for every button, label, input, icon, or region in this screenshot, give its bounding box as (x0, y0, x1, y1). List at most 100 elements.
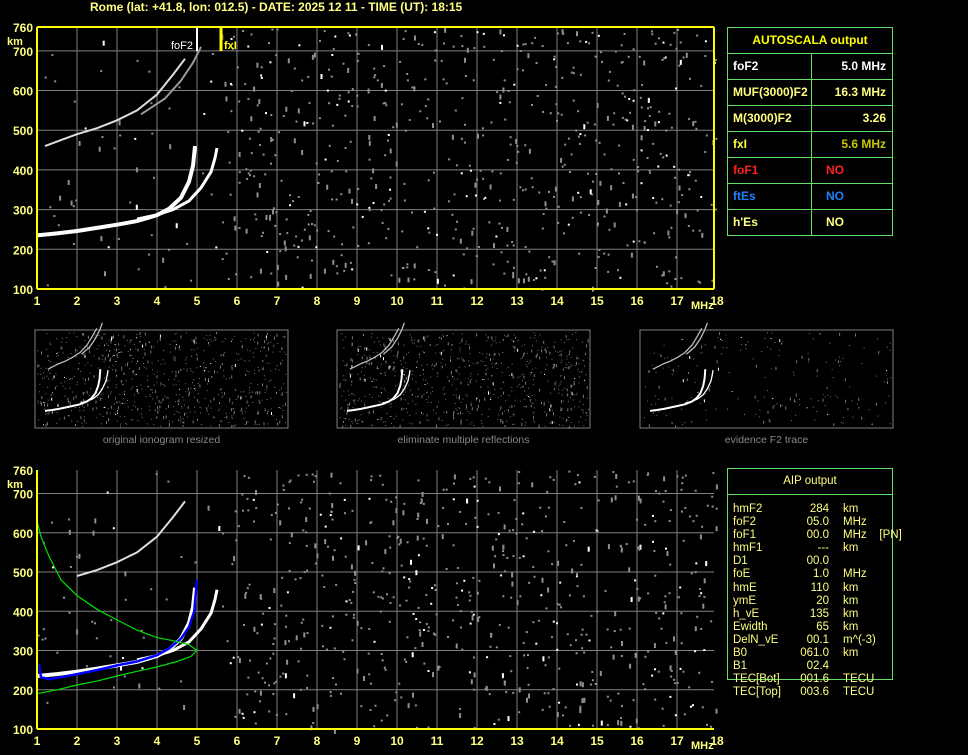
thumbnail-noise (528, 362, 530, 364)
thumbnail-noise (795, 414, 797, 416)
thumbnail-noise (160, 363, 162, 365)
noise-dot (576, 31, 578, 37)
noise-dot (276, 503, 279, 506)
noise-dot (434, 589, 437, 591)
thumbnail-noise (247, 421, 249, 423)
thumbnail-noise (491, 375, 493, 377)
thumbnail-noise (74, 407, 76, 408)
noise-dot (687, 174, 690, 177)
noise-dot (260, 74, 263, 77)
thumbnail-noise (548, 401, 549, 403)
thumbnail-noise (871, 423, 873, 425)
thumbnail-noise (525, 381, 527, 385)
noise-dot (669, 204, 672, 207)
thumbnail-noise (233, 410, 235, 414)
noise-dot (502, 544, 505, 550)
thumbnail-noise (550, 404, 552, 408)
thumbnail-noise (476, 362, 478, 363)
thumbnail-noise (780, 404, 781, 408)
thumbnail-noise (235, 388, 236, 390)
noise-dot (94, 518, 97, 524)
thumbnail-noise (114, 403, 116, 405)
thumbnail-noise (446, 335, 448, 337)
noise-dot (381, 44, 383, 50)
thumbnail-noise (168, 379, 170, 381)
thumbnail-noise (175, 356, 177, 358)
noise-dot (141, 667, 144, 670)
thumbnail-noise (382, 337, 384, 339)
thumbnail-noise (164, 385, 166, 387)
thumbnail-noise (799, 404, 801, 406)
thumbnail-noise (215, 361, 217, 362)
thumbnail-noise (351, 381, 353, 383)
noise-dot (265, 215, 268, 220)
noise-dot (530, 177, 533, 180)
noise-dot (250, 33, 253, 36)
aip-u: m^(-3) (843, 633, 876, 646)
thumbnail-noise (196, 398, 198, 402)
noise-dot (483, 198, 485, 200)
x-tick-label: 3 (114, 734, 121, 748)
x-tick-label: 2 (74, 294, 81, 308)
noise-dot (230, 38, 233, 40)
thumbnail-noise (512, 375, 514, 379)
thumbnail-noise (120, 379, 122, 383)
noise-dot (331, 503, 334, 508)
thumbnail-noise (280, 407, 282, 409)
thumbnail-noise (559, 424, 561, 426)
thumbnail-noise (501, 419, 503, 421)
noise-dot (258, 99, 261, 105)
noise-dot (282, 672, 285, 675)
thumbnail-noise (73, 396, 75, 400)
thumbnail-noise (174, 333, 176, 335)
noise-dot (553, 55, 556, 58)
thumbnail-noise (194, 396, 196, 398)
noise-dot (369, 709, 372, 711)
thumbnail-noise (793, 371, 794, 373)
noise-dot (372, 591, 375, 594)
thumbnail-noise (877, 415, 879, 417)
noise-dot (140, 629, 143, 632)
aip-k: hmE (733, 581, 757, 594)
thumbnail-noise (142, 344, 144, 348)
noise-dot (129, 201, 132, 204)
thumbnail-noise (564, 366, 566, 368)
noise-dot (382, 567, 385, 570)
noise-dot (461, 589, 464, 592)
thumbnail-noise (249, 387, 250, 388)
thumbnail-noise (423, 373, 425, 375)
noise-dot (180, 680, 183, 683)
noise-dot (186, 242, 189, 245)
noise-dot (300, 239, 303, 242)
thumbnail-noise (581, 341, 583, 343)
noise-dot (452, 498, 455, 501)
thumbnail-noise (428, 419, 430, 421)
noise-dot (519, 186, 522, 189)
noise-dot (447, 200, 450, 203)
thumbnail-noise (560, 410, 562, 411)
noise-dot (411, 652, 414, 658)
thumbnail-noise (220, 354, 222, 356)
noise-dot (233, 556, 236, 562)
noise-dot (644, 523, 647, 526)
thumbnail-noise (441, 420, 443, 421)
thumbnail-noise (403, 371, 405, 373)
thumbnail-noise (285, 373, 287, 375)
noise-dot (273, 623, 276, 626)
thumbnail-noise (484, 365, 486, 367)
thumbnail-noise (282, 409, 284, 411)
thumbnail-noise (104, 344, 105, 346)
noise-dot (158, 687, 161, 690)
thumbnail-noise (505, 400, 507, 402)
noise-dot (556, 603, 559, 605)
thumbnail-noise (715, 408, 717, 410)
thumbnail-noise (274, 336, 275, 340)
noise-dot (461, 97, 464, 100)
noise-dot (253, 175, 256, 178)
noise-dot (395, 508, 398, 514)
noise-dot (280, 179, 283, 182)
noise-dot (109, 655, 112, 658)
noise-dot (269, 657, 272, 660)
thumbnail-noise (82, 333, 84, 337)
noise-dot (273, 682, 276, 685)
